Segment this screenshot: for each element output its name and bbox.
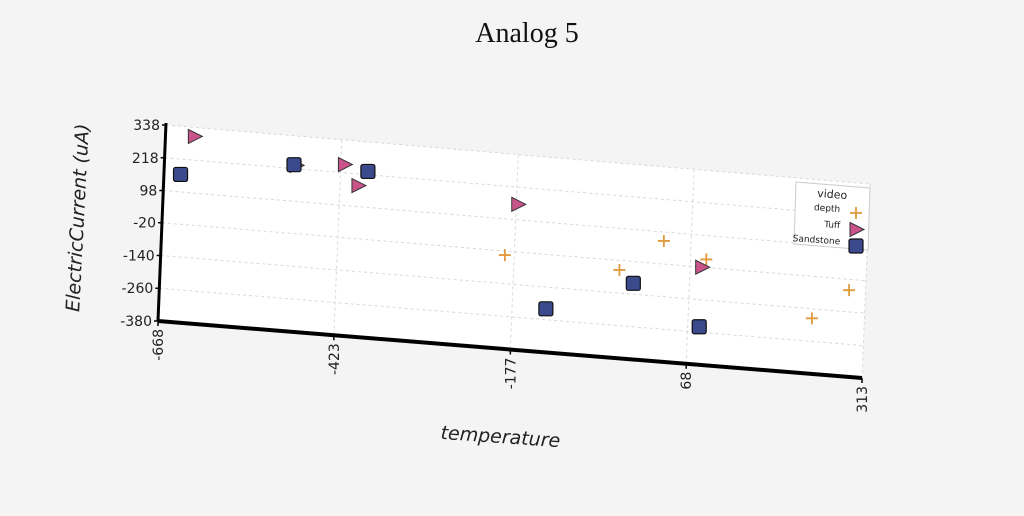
y-gridline bbox=[160, 254, 865, 314]
y-tick-label: 98 bbox=[139, 184, 157, 200]
y-gridline bbox=[161, 222, 867, 282]
data-point-depth bbox=[805, 312, 818, 325]
y-tick-label: 218 bbox=[132, 151, 159, 167]
legend-entry-label: depth bbox=[814, 203, 841, 215]
x-gridline bbox=[333, 139, 343, 336]
data-point-depth bbox=[700, 253, 713, 266]
data-point-sandstone bbox=[538, 301, 554, 317]
x-tick-label: -177 bbox=[503, 358, 519, 390]
x-tick-label: -423 bbox=[327, 343, 343, 375]
data-point-legend-depth bbox=[850, 207, 862, 219]
data-point-tuff bbox=[187, 128, 204, 145]
data-point-sandstone bbox=[691, 319, 707, 335]
data-point-sandstone bbox=[360, 163, 376, 180]
y-tick-label: -260 bbox=[122, 281, 154, 297]
x-tick-label: 68 bbox=[679, 372, 695, 390]
data-point-tuff bbox=[695, 259, 711, 275]
y-tick-label: 338 bbox=[133, 118, 160, 134]
data-point-sandstone bbox=[286, 157, 302, 173]
legend-entry-label: Sandstone bbox=[792, 234, 841, 247]
y-gridline bbox=[163, 190, 868, 250]
data-point-depth bbox=[657, 234, 670, 247]
y-tick-label: -380 bbox=[120, 314, 152, 330]
x-gridline bbox=[509, 154, 519, 350]
y-gridline bbox=[159, 287, 864, 347]
x-tick-label: -668 bbox=[151, 329, 167, 361]
legend-title: video bbox=[817, 187, 848, 202]
data-point-tuff bbox=[351, 177, 368, 194]
plot-frame: 338 218 98 -20 -140 -260 -380-668 -423 -177 68 313… bbox=[120, 118, 871, 413]
data-point-sandstone bbox=[625, 275, 641, 291]
data-point-sandstone bbox=[172, 166, 189, 183]
data-point-tuff bbox=[511, 196, 527, 213]
x-axis-line bbox=[157, 319, 863, 380]
y-gridline bbox=[164, 157, 869, 217]
chart-title: Analog 5 bbox=[475, 18, 579, 49]
x-axis-label: temperature bbox=[440, 422, 561, 452]
data-point-depth bbox=[498, 249, 511, 262]
y-gridline bbox=[165, 124, 871, 185]
y-tick-label: -20 bbox=[133, 216, 156, 232]
data-point-legend-sandstone bbox=[848, 238, 864, 254]
data-point-depth bbox=[613, 263, 626, 276]
y-axis-label: ElectricCurrent (uA) bbox=[62, 123, 94, 312]
legend-entry-label: Tuff bbox=[823, 220, 841, 231]
x-tick-label: 313 bbox=[855, 386, 871, 413]
x-gridline bbox=[685, 169, 695, 364]
data-point-legend-tuff bbox=[849, 221, 866, 238]
y-tick-label: -140 bbox=[123, 248, 155, 264]
data-point-depth bbox=[843, 284, 856, 297]
data-point-tuff bbox=[337, 156, 354, 173]
